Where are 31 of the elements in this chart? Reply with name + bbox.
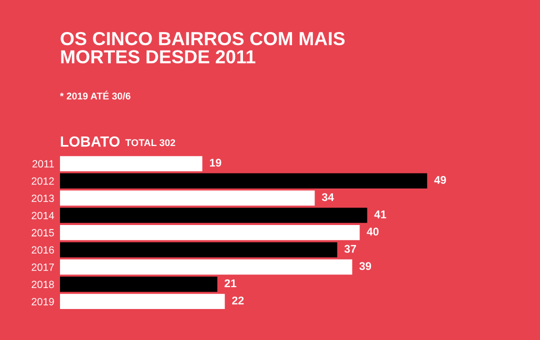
data-label: 41 [374,210,386,218]
y-tick-label: 2014 [32,212,54,220]
data-label: 39 [359,262,372,270]
bar [60,208,368,223]
data-label: 22 [232,296,244,304]
bar [60,156,202,172]
y-tick-label: 2013 [32,194,54,202]
y-tick-label: 2015 [32,229,54,236]
bar [60,190,315,206]
data-label: 34 [322,193,334,202]
data-label: 40 [366,228,379,236]
data-label: 49 [434,176,446,184]
bar [60,173,428,188]
bar [60,259,352,275]
data-label: 37 [344,244,356,253]
y-tick-label: 2011 [32,160,54,168]
bar [60,224,360,240]
data-label: 21 [224,279,236,288]
bar [60,294,225,310]
text: TOTAL 302 [125,139,176,146]
y-tick-label: 2016 [32,246,54,254]
chart-subtitle: * 2019 ATÉ 30/6 [60,90,130,100]
data-label: 19 [210,158,222,167]
y-tick-label: 2012 [32,177,54,185]
text: LOBATO [60,136,120,147]
y-tick-label: 2018 [32,280,54,288]
y-tick-label: 2019 [32,298,54,306]
y-tick-label: 2017 [32,264,54,271]
bar [60,242,338,258]
bar [60,276,218,292]
chart-title: OS CINCO BAIRROS COM MAIS MORTES DESDE 2011 [60,32,345,64]
